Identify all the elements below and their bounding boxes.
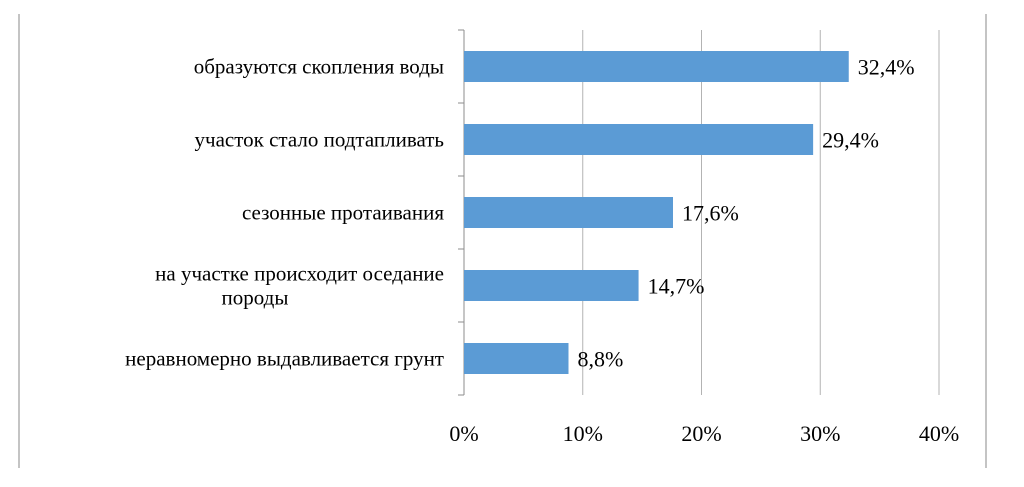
x-tick-label: 30%: [800, 421, 840, 446]
data-label: 8,8%: [578, 347, 624, 372]
data-label: 29,4%: [822, 128, 879, 153]
bar: [464, 124, 814, 155]
x-tick-label: 10%: [563, 421, 603, 446]
data-label: 14,7%: [648, 274, 705, 299]
bar: [464, 197, 673, 228]
data-label: 32,4%: [858, 55, 915, 80]
x-tick-label: 40%: [919, 421, 959, 446]
category-label: породы: [222, 286, 289, 310]
bar: [464, 270, 639, 301]
category-axis: [458, 29, 465, 396]
data-label: 17,6%: [682, 201, 739, 226]
labels: 0% 10% 20% 30% 40% 32,4% образуются скопления …: [125, 55, 959, 447]
category-label: участок стало подтапливать: [195, 128, 444, 152]
category-label: сезонные протаивания: [242, 201, 444, 225]
category-label: на участке происходит оседание: [155, 262, 444, 286]
x-tick-label: 0%: [449, 421, 478, 446]
bars: [464, 51, 849, 374]
x-tick-label: 20%: [681, 421, 721, 446]
category-label: образуются скопления воды: [194, 55, 444, 79]
bar: [464, 343, 569, 374]
bar: [464, 51, 849, 82]
category-label: неравномерно выдавливается грунт: [125, 347, 444, 371]
